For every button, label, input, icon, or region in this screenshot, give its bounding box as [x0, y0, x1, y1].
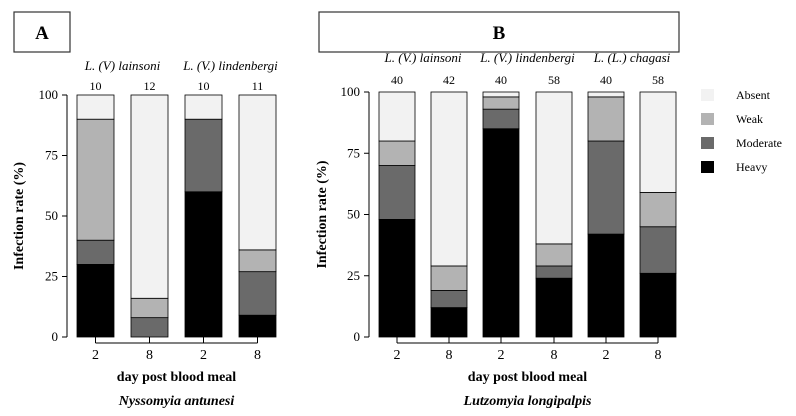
y-tick-label: 100	[39, 87, 59, 102]
bar-segment-moderate	[378, 165, 416, 220]
bar-segment-weak	[378, 140, 416, 166]
bar-segment-absent	[238, 94, 277, 251]
bar-segment-absent	[535, 91, 573, 245]
x-tick-label: 2	[603, 348, 610, 363]
legend-label-moderate: Moderate	[736, 136, 782, 150]
x-axis-title: day post blood meal	[117, 370, 237, 385]
bar-segment-heavy	[482, 128, 520, 338]
bar-segment-moderate	[639, 226, 677, 274]
x-tick-label: 2	[200, 348, 207, 363]
bar-segment-absent	[184, 94, 223, 120]
sample-size-label: 58	[652, 73, 664, 87]
sample-size-label: 11	[252, 79, 264, 93]
y-tick-label: 50	[347, 207, 360, 222]
bar-segment-absent	[587, 91, 625, 98]
bar-segment-heavy	[378, 218, 416, 338]
y-tick-label: 100	[341, 84, 361, 99]
y-tick-label: 75	[347, 145, 360, 160]
sandfly-species-label: Nyssomyia antunesi	[118, 394, 235, 409]
sample-size-label: 58	[548, 73, 560, 87]
x-tick-label: 2	[394, 348, 401, 363]
bar-segment-moderate	[535, 265, 573, 279]
bar-segment-heavy	[430, 307, 468, 338]
x-tick-label: 2	[498, 348, 505, 363]
bar-segment-weak	[238, 249, 277, 273]
parasite-species-label: L. (L.) chagasi	[593, 50, 671, 65]
panel-b-chart: B 0 25 50 75 100 Infection rate (%) 2 40 8 42 2 40 8 5…	[315, 11, 680, 409]
bar-segment-weak	[130, 297, 169, 319]
sample-size-label: 40	[391, 73, 403, 87]
parasite-species-label: L. (V.) lindenbergi	[182, 58, 278, 73]
panel-label-box	[318, 11, 680, 53]
sandfly-species-label: Lutzomyia longipalpis	[463, 394, 593, 409]
y-axis-title: Infection rate (%)	[315, 160, 330, 268]
bar-segment-absent	[639, 91, 677, 193]
y-tick-label: 25	[45, 269, 58, 284]
bar-segment-heavy	[587, 233, 625, 338]
bar-segment-heavy	[238, 314, 277, 338]
bar-segment-moderate	[76, 239, 115, 265]
legend-label-heavy: Heavy	[736, 160, 767, 174]
bar-segment-moderate	[482, 108, 520, 130]
bar-segment-weak	[76, 118, 115, 241]
bar-segment-moderate	[238, 271, 277, 316]
legend-label-weak: Weak	[736, 112, 763, 126]
bar-segment-heavy	[76, 263, 115, 338]
bar-segment-absent	[430, 91, 468, 267]
parasite-species-label: L. (V.) lainsoni	[383, 50, 461, 65]
y-tick-label: 75	[45, 148, 58, 163]
sample-size-label: 12	[144, 79, 156, 93]
legend-swatch-absent	[701, 89, 714, 101]
x-axis-title: day post blood meal	[468, 370, 588, 385]
legend-swatch-weak	[701, 113, 714, 125]
legend: Absent Weak Moderate Heavy	[701, 88, 782, 174]
bar-segment-heavy	[639, 272, 677, 338]
bar-segment-moderate	[130, 317, 169, 338]
bar-segment-weak	[482, 96, 520, 110]
y-tick-label: 0	[354, 329, 361, 344]
x-tick-label: 8	[254, 348, 261, 363]
x-tick-label: 8	[655, 348, 662, 363]
bar-segment-absent	[378, 91, 416, 142]
bar-segment-heavy	[184, 191, 223, 338]
bar-segment-absent	[76, 94, 115, 120]
sample-size-label: 42	[443, 73, 455, 87]
x-tick-label: 2	[92, 348, 99, 363]
sample-size-label: 40	[600, 73, 612, 87]
sample-size-label: 10	[90, 79, 102, 93]
y-tick-label: 50	[45, 208, 58, 223]
bar-segment-absent	[482, 91, 520, 98]
bar-segment-weak	[587, 96, 625, 142]
x-tick-label: 8	[551, 348, 558, 363]
sample-size-label: 40	[495, 73, 507, 87]
panel-a-chart: A 0 25 50 75 100 Infection rate (%) 2 10 8 12 2 10 8 1…	[12, 11, 278, 409]
bar-segment-weak	[639, 192, 677, 228]
y-axis-title: Infection rate (%)	[12, 162, 27, 270]
panel-label-box	[13, 11, 71, 53]
bar-segment-weak	[535, 243, 573, 267]
panel-label: A	[35, 23, 49, 44]
y-tick-label: 0	[52, 329, 59, 344]
bar-segment-moderate	[430, 290, 468, 309]
sample-size-label: 10	[198, 79, 210, 93]
x-tick-label: 8	[446, 348, 453, 363]
bar-segment-moderate	[587, 140, 625, 235]
x-tick-label: 8	[146, 348, 153, 363]
parasite-species-label: L. (V.) lindenbergi	[479, 50, 575, 65]
y-tick-label: 25	[347, 268, 360, 283]
bar-segment-absent	[130, 94, 169, 299]
legend-swatch-heavy	[701, 161, 714, 173]
legend-label-absent: Absent	[736, 88, 771, 102]
legend-swatch-moderate	[701, 137, 714, 149]
bar-segment-weak	[430, 265, 468, 291]
panel-label: B	[493, 23, 506, 44]
bar-segment-moderate	[184, 118, 223, 193]
bar-segment-heavy	[535, 277, 573, 338]
parasite-species-label: L. (V) lainsoni	[84, 58, 161, 73]
